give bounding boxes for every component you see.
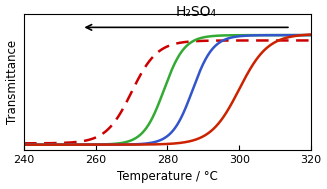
Text: H₂SO₄: H₂SO₄ — [176, 5, 217, 19]
Y-axis label: Transmittance: Transmittance — [6, 40, 19, 124]
X-axis label: Temperature / °C: Temperature / °C — [117, 170, 218, 184]
